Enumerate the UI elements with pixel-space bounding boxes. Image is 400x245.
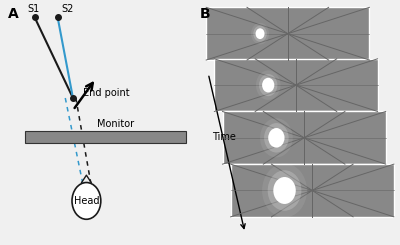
- Circle shape: [253, 25, 267, 42]
- Bar: [231, 164, 394, 217]
- Bar: [206, 7, 370, 60]
- Circle shape: [72, 183, 101, 219]
- Circle shape: [273, 177, 296, 204]
- Text: Monitor: Monitor: [97, 119, 134, 129]
- Bar: [214, 59, 378, 111]
- Circle shape: [262, 164, 307, 218]
- Circle shape: [251, 23, 269, 45]
- Circle shape: [264, 123, 289, 152]
- Circle shape: [268, 128, 284, 147]
- Circle shape: [268, 170, 301, 211]
- Text: A: A: [8, 7, 18, 21]
- Text: Head: Head: [74, 196, 99, 206]
- Circle shape: [256, 71, 280, 100]
- Bar: [222, 111, 386, 164]
- Circle shape: [256, 28, 264, 39]
- Bar: [25, 131, 186, 143]
- Circle shape: [260, 118, 293, 158]
- Text: B: B: [200, 7, 211, 21]
- Text: S1: S1: [27, 4, 39, 14]
- Circle shape: [262, 78, 274, 92]
- Text: End point: End point: [82, 87, 129, 98]
- Text: Time: Time: [212, 132, 236, 142]
- Circle shape: [259, 74, 277, 96]
- Text: S2: S2: [62, 4, 74, 14]
